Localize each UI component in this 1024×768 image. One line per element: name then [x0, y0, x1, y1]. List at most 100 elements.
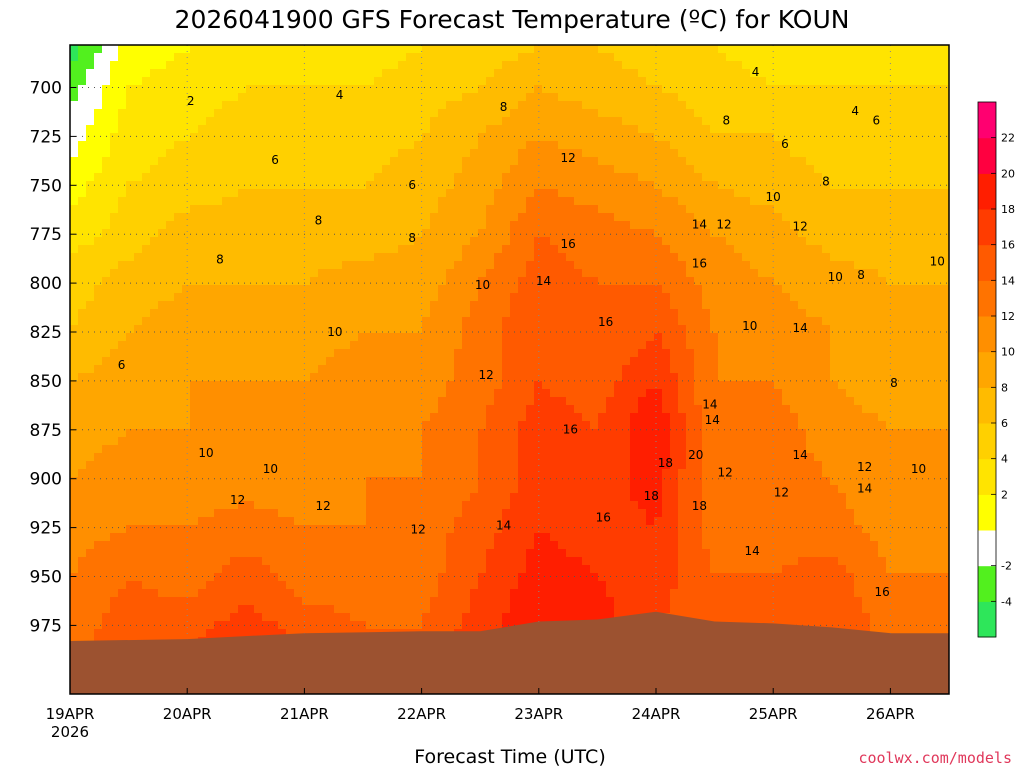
- field-cell: [318, 237, 327, 246]
- field-cell: [110, 589, 119, 598]
- field-cell: [190, 293, 199, 302]
- field-cell: [366, 429, 375, 438]
- field-cell: [174, 557, 183, 566]
- field-cell: [494, 117, 503, 126]
- field-cell: [302, 133, 311, 142]
- field-cell: [430, 541, 439, 550]
- field-cell: [390, 85, 399, 94]
- field-cell: [374, 125, 383, 134]
- field-cell: [86, 69, 95, 78]
- field-cell: [230, 501, 239, 510]
- field-cell: [302, 565, 311, 574]
- field-cell: [246, 509, 255, 518]
- field-cell: [246, 301, 255, 310]
- field-cell: [150, 109, 159, 118]
- field-cell: [150, 333, 159, 342]
- field-cell: [158, 69, 167, 78]
- field-cell: [430, 213, 439, 222]
- field-cell: [430, 573, 439, 582]
- field-cell: [206, 237, 215, 246]
- field-cell: [454, 397, 463, 406]
- field-cell: [102, 597, 111, 606]
- field-cell: [238, 301, 247, 310]
- field-cell: [310, 173, 319, 182]
- field-cell: [526, 525, 535, 534]
- field-cell: [110, 237, 119, 246]
- field-cell: [382, 101, 391, 110]
- field-cell: [446, 573, 455, 582]
- field-cell: [398, 205, 407, 214]
- field-cell: [454, 565, 463, 574]
- field-cell: [542, 381, 551, 390]
- field-cell: [278, 333, 287, 342]
- field-cell: [350, 101, 359, 110]
- field-cell: [326, 573, 335, 582]
- field-cell: [126, 141, 135, 150]
- field-cell: [366, 493, 375, 502]
- field-cell: [350, 109, 359, 118]
- field-cell: [366, 93, 375, 102]
- field-cell: [446, 365, 455, 374]
- field-cell: [486, 381, 495, 390]
- field-cell: [86, 565, 95, 574]
- field-cell: [430, 381, 439, 390]
- field-cell: [494, 541, 503, 550]
- field-cell: [102, 173, 111, 182]
- field-cell: [166, 621, 175, 630]
- field-cell: [502, 421, 511, 430]
- field-cell: [286, 397, 295, 406]
- field-cell: [158, 621, 167, 630]
- field-cell: [486, 117, 495, 126]
- field-cell: [270, 461, 279, 470]
- field-cell: [174, 341, 183, 350]
- field-cell: [422, 245, 431, 254]
- field-cell: [302, 93, 311, 102]
- field-cell: [334, 349, 343, 358]
- field-cell: [310, 437, 319, 446]
- field-cell: [206, 565, 215, 574]
- field-cell: [446, 45, 455, 54]
- field-cell: [270, 413, 279, 422]
- field-cell: [486, 429, 495, 438]
- field-cell: [286, 557, 295, 566]
- field-cell: [534, 261, 543, 270]
- field-cell: [302, 301, 311, 310]
- field-cell: [446, 133, 455, 142]
- field-cell: [78, 237, 87, 246]
- field-cell: [414, 453, 423, 462]
- field-cell: [134, 381, 143, 390]
- field-cell: [286, 77, 295, 86]
- field-cell: [78, 53, 87, 62]
- field-cell: [310, 285, 319, 294]
- field-cell: [486, 221, 495, 230]
- field-cell: [550, 157, 559, 166]
- field-cell: [198, 437, 207, 446]
- field-cell: [182, 317, 191, 326]
- field-cell: [326, 309, 335, 318]
- field-cell: [238, 469, 247, 478]
- field-cell: [326, 189, 335, 198]
- field-cell: [70, 525, 79, 534]
- field-cell: [454, 61, 463, 70]
- field-cell: [462, 485, 471, 494]
- field-cell: [358, 437, 367, 446]
- field-cell: [166, 157, 175, 166]
- field-cell: [94, 285, 103, 294]
- field-cell: [70, 429, 79, 438]
- field-cell: [174, 509, 183, 518]
- field-cell: [366, 317, 375, 326]
- field-cell: [510, 93, 519, 102]
- field-cell: [462, 557, 471, 566]
- field-cell: [230, 205, 239, 214]
- field-cell: [230, 189, 239, 198]
- field-cell: [510, 133, 519, 142]
- field-cell: [358, 397, 367, 406]
- field-cell: [254, 341, 263, 350]
- field-cell: [70, 149, 79, 158]
- field-cell: [414, 301, 423, 310]
- field-cell: [102, 93, 111, 102]
- field-cell: [214, 181, 223, 190]
- field-cell: [198, 261, 207, 270]
- field-cell: [382, 253, 391, 262]
- field-cell: [166, 333, 175, 342]
